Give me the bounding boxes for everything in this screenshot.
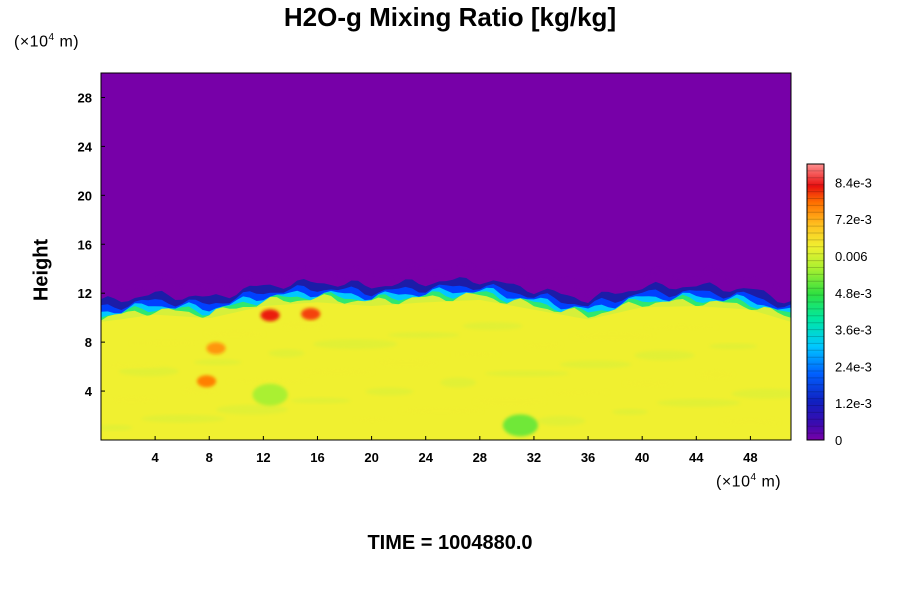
- y-tick-label: 4: [85, 384, 93, 399]
- texture-streak: [107, 395, 156, 404]
- y-tick-label: 16: [78, 237, 92, 252]
- texture-streak: [301, 368, 374, 377]
- texture-streak: [101, 424, 133, 431]
- y-tick-label: 24: [78, 139, 93, 154]
- moisture-feature-4: [502, 414, 539, 437]
- x-tick-label: 32: [527, 450, 541, 465]
- colorbar-tick-label: 8.4e-3: [835, 175, 872, 190]
- colorbar-tick-label: 3.6e-3: [835, 323, 872, 338]
- texture-streak: [204, 329, 265, 338]
- x-tick-label: 16: [310, 450, 324, 465]
- texture-streak: [570, 331, 655, 342]
- colorbar-tick-label: 0: [835, 433, 842, 448]
- texture-streak: [141, 414, 226, 423]
- moisture-texture: [101, 319, 791, 431]
- moisture-feature-2: [196, 375, 217, 388]
- texture-streak: [354, 416, 391, 423]
- x-tick-label: 24: [418, 450, 433, 465]
- x-tick-label: 20: [364, 450, 378, 465]
- texture-streak: [656, 398, 741, 407]
- moisture-feature-3: [206, 342, 226, 355]
- x-tick-label: 28: [473, 450, 487, 465]
- x-tick-label: 36: [581, 450, 595, 465]
- x-tick-label: 4: [152, 450, 160, 465]
- plot-frame: [100, 72, 792, 441]
- texture-streak: [709, 343, 758, 350]
- colorbar-tick-label: 0.006: [835, 249, 868, 264]
- texture-streak: [268, 349, 305, 358]
- texture-streak: [215, 404, 288, 415]
- texture-streak: [365, 387, 414, 396]
- texture-streak: [484, 370, 569, 377]
- texture-streak: [376, 358, 437, 369]
- y-tick-label: 20: [78, 188, 92, 203]
- texture-streak: [623, 379, 672, 388]
- moisture-feature-5: [252, 383, 288, 406]
- texture-streak: [313, 339, 398, 350]
- texture-streak: [440, 377, 477, 388]
- texture-streak: [473, 396, 546, 407]
- x-tick-label: 48: [743, 450, 757, 465]
- texture-streak: [720, 418, 781, 427]
- texture-streak: [227, 378, 312, 385]
- chart-title: H2O-g Mixing Ratio [kg/kg]: [283, 2, 617, 32]
- texture-streak: [130, 339, 203, 346]
- texture-streak: [182, 385, 219, 396]
- texture-streak: [451, 351, 500, 358]
- x-tick-label: 12: [256, 450, 270, 465]
- texture-streak: [101, 362, 164, 369]
- x-tick-label: 40: [635, 450, 649, 465]
- time-label: TIME = 1004880.0: [367, 532, 533, 554]
- y-axis-unit: (×104 m): [14, 32, 80, 51]
- colorbar: 0 1.2e-3 2.4e-3 3.6e-3 4.8e-3 0.006 7.2e-3 8.4e…: [806, 163, 872, 448]
- texture-streak: [645, 324, 718, 331]
- y-axis: 4 8 12 16 20 24 28: [78, 90, 105, 399]
- texture-streak: [697, 369, 734, 380]
- colorbar-scale: [806, 163, 825, 441]
- texture-streak: [398, 406, 483, 415]
- texture-streak: [634, 350, 695, 361]
- colorbar-tick-label: 4.8e-3: [835, 286, 872, 301]
- texture-streak: [612, 408, 648, 415]
- texture-streak: [537, 415, 586, 426]
- y-tick-label: 12: [78, 286, 92, 301]
- colorbar-tick-label: 1.2e-3: [835, 396, 872, 411]
- texture-streak: [290, 397, 351, 404]
- texture-streak: [526, 341, 563, 350]
- colorbar-tick-label: 7.2e-3: [835, 212, 872, 227]
- y-tick-label: 8: [85, 335, 92, 350]
- colorbar-tick-label: 2.4e-3: [835, 359, 872, 374]
- y-tick-label: 28: [78, 90, 92, 105]
- texture-streak: [548, 389, 609, 396]
- moisture-feature-1: [301, 307, 321, 320]
- texture-streak: [731, 388, 791, 399]
- texture-streak: [559, 360, 632, 369]
- x-tick-label: 8: [206, 450, 213, 465]
- moisture-feature-0: [260, 309, 280, 322]
- x-axis-unit: (×104 m): [716, 472, 782, 491]
- texture-streak: [118, 366, 179, 377]
- texture-streak: [279, 319, 328, 330]
- x-axis: 4 8 12 16 20 24 28 32 36 40 44 48: [152, 436, 758, 465]
- texture-streak: [387, 332, 460, 339]
- texture-streak: [462, 321, 523, 330]
- texture-streak: [193, 359, 242, 366]
- x-tick-label: 44: [689, 450, 704, 465]
